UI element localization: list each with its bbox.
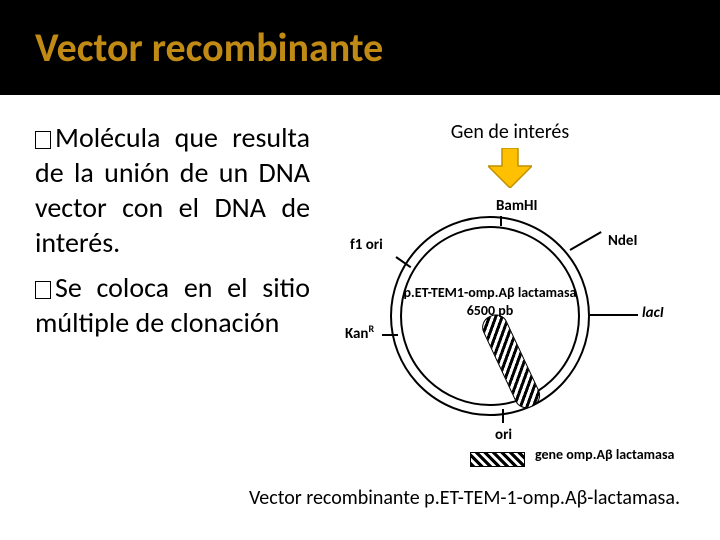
kan-text: Kan [345,325,368,343]
gene-legend-swatch [470,452,525,467]
plasmid-size: 6500 pb [400,302,580,320]
plasmid-map: p.ET-TEM1-omp.Aβ lactamasa 6500 pb BamHI… [340,194,680,474]
tick-kan [382,334,398,336]
tick-ndei [570,231,602,251]
label-ndei: NdeI [608,232,637,250]
kan-sup: R [368,322,374,335]
label-ori: ori [495,426,512,444]
gene-of-interest-label: Gen de interés [330,120,690,144]
plasmid-diagram: Gen de interés p.ET-TEM1-omp.Aβ lactamas… [330,120,690,474]
arrow-down-icon [488,148,532,188]
para2-lead: Se [55,270,82,305]
gene-legend-label: gene omp.Aβ lactamasa [535,446,674,463]
label-f1ori: f1 ori [350,236,383,254]
label-laci: lacI [642,304,664,322]
figure-caption: Vector recombinante p.ET-TEM-1-omp.Aβ-la… [249,486,680,510]
content-area: Molécula que resulta de la unión de un D… [0,95,720,474]
slide-title: Vector recombinante [35,23,383,72]
bullet-icon [35,281,51,299]
paragraph-2: Se coloca en el sitio múltiple de clonac… [35,270,310,340]
bullet-icon [35,131,51,149]
tick-bamhi [500,216,502,226]
plasmid-name: p.ET-TEM1-omp.Aβ lactamasa [400,284,580,302]
plasmid-center-label: p.ET-TEM1-omp.Aβ lactamasa 6500 pb [400,284,580,320]
title-bar: Vector recombinante [0,0,720,95]
label-bamhi: BamHI [496,197,537,215]
tick-laci [590,314,638,316]
tick-ori [502,409,504,423]
label-kan: KanR [345,322,374,343]
paragraph-1: Molécula que resulta de la unión de un D… [35,120,310,260]
definition-text: Molécula que resulta de la unión de un D… [35,120,310,474]
para1-lead: Molécula [55,120,160,155]
